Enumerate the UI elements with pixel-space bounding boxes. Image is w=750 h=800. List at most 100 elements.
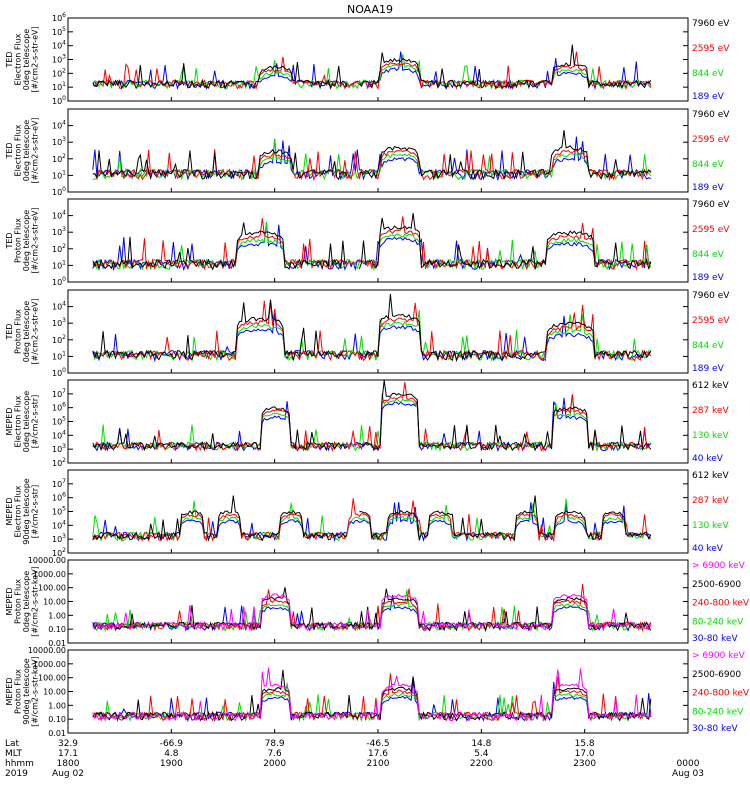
- y-label-line: Electron Flux: [14, 124, 23, 176]
- legend-entry: 7960 eV: [692, 110, 730, 120]
- y-tick-label: 1.00: [48, 611, 66, 620]
- legend-entry: 2595 eV: [692, 44, 730, 54]
- y-tick-label: 105: [52, 506, 66, 517]
- y-label-line: TED: [5, 323, 14, 340]
- y-tick-label: 105: [52, 416, 66, 427]
- y-tick-label: 102: [52, 67, 66, 78]
- series-line: [92, 221, 652, 272]
- x-tick-label: 0000: [677, 759, 700, 769]
- y-label-line: 0deg telescope: [22, 391, 31, 452]
- y-tick-label: 101: [52, 259, 66, 270]
- panel-5: 102 103 104 105 106 107 MEPED Electron Flux 0deg…: [5, 379, 729, 468]
- panel-2: 100 101 102 103 104 TED Electron Flux 0deg tele…: [5, 108, 730, 197]
- legend-entry: 130 keV: [692, 431, 729, 441]
- panel-7: 0.010.101.0010.00100.001000.0010000.00ME…: [5, 556, 750, 648]
- y-tick-label: 101: [52, 350, 66, 361]
- y-label-line: [#/cm2-s-str-eV]: [31, 298, 40, 364]
- y-label-line: [#/cm2-s-str-eV]: [31, 117, 40, 183]
- x-tick-label: 2000: [263, 759, 286, 769]
- y-tick-label: 100.00: [38, 584, 66, 593]
- x-row-label: 2019: [5, 769, 28, 779]
- x-tick-label: 7.6: [267, 749, 282, 759]
- x-tick-label: 1900: [160, 759, 183, 769]
- x-tick-label: 2200: [470, 759, 493, 769]
- y-label-line: 0deg telescope: [22, 571, 31, 632]
- y-label-line: Electron Flux: [14, 485, 23, 537]
- panel-frame: [67, 559, 689, 644]
- series-line: [92, 51, 652, 91]
- y-label-line: [#/cm2-s-str]: [31, 395, 40, 448]
- y-tick-label: 103: [52, 533, 66, 544]
- y-label-line: Proton Flux: [14, 309, 23, 354]
- legend-entry: 240-800 keV: [692, 689, 750, 699]
- y-tick-label: 104: [52, 40, 66, 51]
- y-label-line: [#/cm2-s-str-eV]: [31, 207, 40, 273]
- x-tick-label: -66.9: [160, 739, 184, 749]
- legend-entry: 7960 eV: [692, 19, 730, 29]
- legend-entry: 844 eV: [692, 341, 725, 351]
- y-label-line: [#/cm2-s-str-keV]: [31, 656, 40, 727]
- panel-8: 0.010.101.0010.00100.001000.0010000.00ME…: [5, 646, 750, 738]
- series-line: [92, 44, 652, 91]
- legend-entry: 189 eV: [692, 273, 725, 283]
- y-tick-label: 100: [52, 95, 66, 106]
- legend-entry: 2500-6900: [692, 670, 741, 680]
- panel-4: 100 101 102 103 104 TED Proton Flux 0deg telesc…: [5, 289, 730, 378]
- series-line: [92, 149, 652, 182]
- y-label-line: TED: [5, 142, 14, 159]
- legend-entry: 240-800 keV: [692, 599, 750, 609]
- x-tick-label: 17.0: [575, 749, 595, 759]
- y-label-line: [#/cm2-s-str]: [31, 485, 40, 538]
- y-label-line: MEPED: [5, 678, 14, 706]
- chart-title: NOAA19: [347, 3, 393, 16]
- x-tick-label: -46.5: [366, 739, 389, 749]
- legend-entry: 7960 eV: [692, 200, 730, 210]
- x-tick-label: 32.9: [58, 739, 78, 749]
- y-label-line: MEPED: [5, 408, 14, 436]
- y-axis-label: TED Electron Flux 0deg telescope [#/cm2-s-s…: [5, 117, 40, 183]
- panel-frame: [67, 198, 689, 283]
- y-tick-label: 104: [52, 301, 66, 312]
- legend-entry: 7960 eV: [692, 291, 730, 301]
- panel-frame: [67, 649, 689, 734]
- y-label-line: 0deg telescope: [22, 120, 31, 181]
- y-tick-label: 101: [52, 81, 66, 92]
- y-label-line: Electron Flux: [14, 395, 23, 447]
- y-label-line: Proton Flux: [14, 579, 23, 624]
- series-line: [92, 667, 652, 722]
- y-tick-label: 106: [52, 492, 66, 503]
- x-tick-label: 17.1: [58, 749, 78, 759]
- y-tick-label: 103: [52, 136, 66, 147]
- y-label-line: TED: [5, 232, 14, 249]
- legend-entry: 844 eV: [692, 160, 725, 170]
- series-line: [92, 594, 652, 632]
- y-tick-label: 100: [52, 367, 66, 378]
- legend-entry: 30-80 keV: [692, 634, 738, 644]
- y-tick-label: 102: [52, 243, 66, 254]
- legend-entry: 2595 eV: [692, 225, 730, 235]
- y-axis-label: TED Proton Flux 0deg telescope [#/cm2-s-str…: [5, 207, 40, 273]
- legend-entry: 30-80 keV: [692, 724, 738, 734]
- x-tick-label: 14.8: [471, 739, 491, 749]
- y-tick-label: 102: [52, 334, 66, 345]
- legend-entry: 612 keV: [692, 471, 729, 481]
- y-tick-label: 106: [52, 402, 66, 413]
- legend-entry: 189 eV: [692, 92, 725, 102]
- legend-entry: 189 eV: [692, 183, 725, 193]
- series-line: [92, 300, 652, 362]
- x-row-label: MLT: [5, 749, 23, 759]
- series-line: [92, 593, 652, 632]
- y-tick-label: 106: [52, 12, 66, 23]
- y-tick-label: 100: [52, 186, 66, 197]
- legend-entry: 844 eV: [692, 69, 725, 79]
- y-tick-label: 1000.00: [33, 570, 66, 579]
- y-label-line: MEPED: [5, 588, 14, 616]
- y-label-line: 0deg telescope: [22, 29, 31, 90]
- y-axis-label: MEPED Proton Flux 0deg telescope [#/cm2-s-s…: [5, 566, 40, 637]
- y-tick-label: 104: [52, 519, 66, 530]
- y-tick-label: 100.00: [38, 674, 66, 683]
- y-tick-label: 10.00: [43, 598, 66, 607]
- legend-entry: 2595 eV: [692, 135, 730, 145]
- y-tick-label: 103: [52, 317, 66, 328]
